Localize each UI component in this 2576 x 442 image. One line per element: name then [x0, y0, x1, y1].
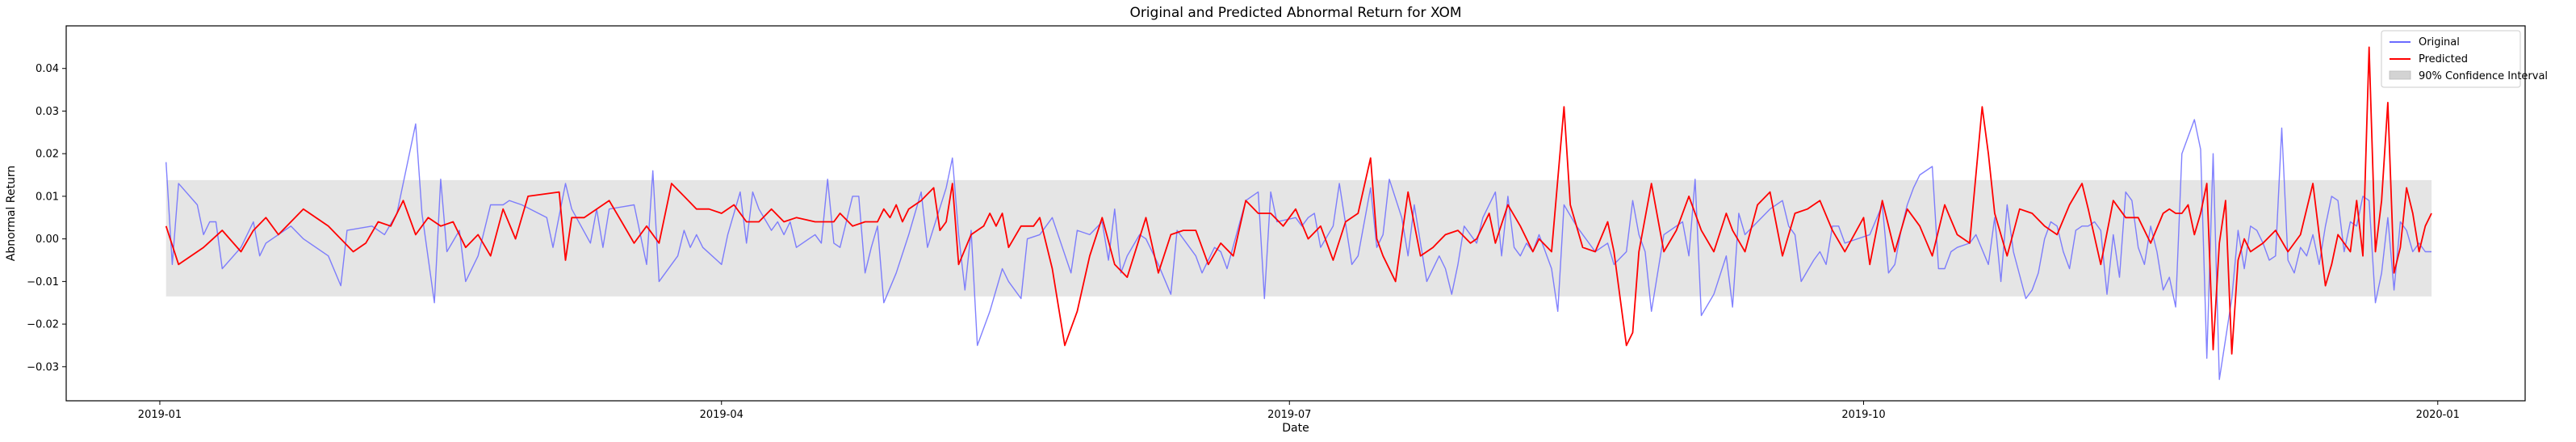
chart-title: Original and Predicted Abnormal Return f…: [1129, 5, 1461, 21]
series-line-original: [165, 119, 2431, 381]
legend-box: [2381, 30, 2521, 88]
y-tick-label: 0.04: [36, 63, 59, 75]
y-tick-label: −0.02: [27, 319, 59, 331]
y-tick-label: 0.00: [36, 234, 59, 246]
y-tick-label: −0.03: [27, 361, 59, 373]
x-tick-label: 2019-01: [138, 409, 182, 421]
y-tick-label: 0.03: [36, 106, 59, 118]
legend-label-original: Original: [2419, 36, 2460, 48]
x-tick-label: 2019-07: [1267, 409, 1311, 421]
series-line-predicted: [165, 46, 2432, 355]
series-layer: [165, 46, 2432, 381]
y-axis-title: Abnormal Return: [5, 166, 18, 261]
legend-label-predicted: Predicted: [2419, 53, 2468, 65]
x-axis-title: Date: [1282, 422, 1309, 435]
legend-label-confidence-interval: 90% Confidence Interval: [2419, 70, 2548, 82]
confidence-interval-band: [165, 179, 2432, 297]
x-tick-label: 2019-10: [1841, 409, 1885, 421]
x-axis-ticks: 2019-01 2019-04 2019-07 2019-10 2020-01: [138, 401, 2460, 421]
legend: Original Predicted 90% Confidence Interv…: [2381, 30, 2548, 88]
y-tick-label: 0.02: [36, 149, 59, 161]
plot-frame: [65, 25, 2526, 402]
x-tick-label: 2019-04: [700, 409, 743, 421]
y-tick-label: −0.01: [27, 276, 59, 288]
confidence-band-layer: [165, 179, 2432, 297]
legend-swatch-confidence-interval: [2389, 70, 2411, 80]
y-axis-ticks: 0.04 0.03 0.02 0.01 0.00 −0.01 −0.02 −0.03: [27, 63, 66, 373]
x-tick-label: 2020-01: [2416, 409, 2460, 421]
y-tick-label: 0.01: [36, 191, 59, 203]
